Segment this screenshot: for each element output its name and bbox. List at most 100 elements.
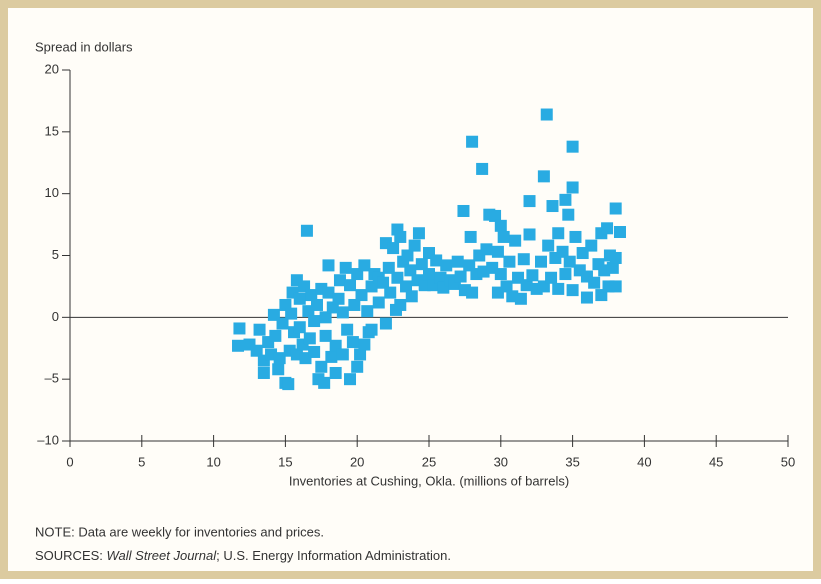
y-tick-label: 10: [45, 185, 59, 200]
point: [562, 208, 575, 221]
point: [332, 292, 345, 305]
point: [523, 228, 536, 241]
point: [585, 239, 598, 252]
point: [341, 323, 354, 336]
x-tick-label: 10: [206, 454, 220, 469]
x-tick-label: 25: [422, 454, 436, 469]
point: [310, 298, 323, 311]
point: [394, 230, 407, 243]
point: [322, 259, 335, 272]
point: [480, 243, 493, 256]
point: [559, 268, 572, 281]
point: [430, 254, 443, 267]
point: [503, 255, 516, 268]
point: [394, 298, 407, 311]
y-tick-label: 0: [52, 309, 59, 324]
point: [569, 230, 582, 243]
sources: SOURCES: Wall Street Journal; U.S. Energ…: [35, 548, 451, 563]
x-tick-label: 20: [350, 454, 364, 469]
point: [293, 321, 306, 334]
point: [325, 350, 338, 363]
y-tick-label: 5: [52, 247, 59, 262]
point: [537, 170, 550, 183]
point: [315, 360, 328, 373]
point: [354, 348, 367, 361]
sources-italic: Wall Street Journal: [107, 548, 218, 563]
point: [269, 329, 282, 342]
point: [509, 234, 522, 247]
y-tick-label: –10: [37, 432, 59, 447]
y-tick-label: 20: [45, 61, 59, 76]
point: [387, 242, 400, 255]
point: [361, 305, 374, 318]
y-tick-label: –5: [45, 371, 59, 386]
point: [336, 348, 349, 361]
point: [476, 162, 489, 175]
note: NOTE: Data are weekly for inventories an…: [35, 524, 324, 539]
point: [500, 280, 513, 293]
point: [466, 286, 479, 299]
point: [566, 284, 579, 297]
point: [319, 329, 332, 342]
x-tick-label: 35: [565, 454, 579, 469]
point: [440, 259, 453, 272]
point: [322, 286, 335, 299]
point: [517, 253, 530, 266]
point: [545, 271, 558, 284]
point: [336, 306, 349, 319]
point: [497, 230, 510, 243]
x-tick-label: 0: [66, 454, 73, 469]
point: [282, 378, 295, 391]
point: [384, 286, 397, 299]
x-tick-label: 30: [494, 454, 508, 469]
point: [404, 264, 417, 277]
point: [285, 307, 298, 320]
point: [540, 108, 553, 121]
point: [559, 193, 572, 206]
point: [423, 268, 435, 281]
point: [489, 209, 502, 222]
point: [526, 269, 539, 282]
point: [405, 290, 418, 303]
point: [464, 230, 477, 243]
point: [233, 322, 246, 335]
point: [609, 202, 622, 215]
point: [613, 226, 626, 239]
point: [535, 255, 548, 268]
point: [358, 338, 371, 351]
point: [377, 276, 390, 289]
point: [257, 366, 270, 379]
point: [372, 296, 385, 309]
point: [346, 336, 359, 349]
point: [318, 376, 331, 389]
x-tick-label: 50: [781, 454, 795, 469]
point: [355, 289, 368, 302]
point: [566, 140, 579, 153]
point: [408, 239, 421, 252]
x-tick-label: 15: [278, 454, 292, 469]
point: [601, 222, 614, 235]
x-axis-label: Inventories at Cushing, Okla. (millions …: [289, 473, 569, 488]
point: [580, 291, 593, 304]
point: [506, 290, 519, 303]
point: [358, 259, 371, 272]
point: [556, 245, 569, 258]
point: [300, 224, 313, 237]
point: [523, 195, 536, 208]
point: [514, 292, 527, 305]
point: [329, 366, 342, 379]
x-tick-label: 40: [637, 454, 651, 469]
point: [415, 258, 428, 271]
x-tick-label: 5: [138, 454, 145, 469]
y-axis-label: Spread in dollars: [35, 39, 133, 54]
point: [451, 255, 464, 268]
x-tick-label: 45: [709, 454, 723, 469]
sources-rest: ; U.S. Energy Information Administration…: [216, 548, 451, 563]
point: [276, 317, 289, 330]
point: [273, 352, 286, 365]
sources-prefix: SOURCES:: [35, 548, 107, 563]
point: [344, 279, 357, 292]
point: [305, 289, 318, 302]
